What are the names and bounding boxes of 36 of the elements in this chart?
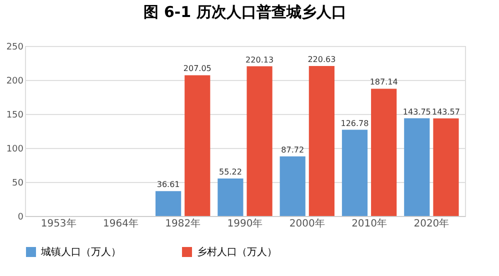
y-tick-label: 250: [6, 42, 24, 52]
data-label: 220.63: [308, 54, 336, 64]
x-tick-label: 2010年: [352, 218, 388, 230]
bar: [218, 178, 244, 216]
x-tick-label: 1990年: [227, 218, 263, 230]
x-tick-label: 2020年: [414, 218, 450, 230]
legend-label: 乡村人口（万人）: [197, 246, 277, 258]
y-tick-label: 150: [6, 110, 24, 120]
x-tick-label: 1964年: [102, 218, 138, 230]
y-tick-label: 200: [6, 76, 24, 86]
data-label: 126.78: [340, 118, 369, 128]
bar: [184, 75, 210, 216]
data-label: 143.57: [432, 107, 460, 116]
bar: [404, 118, 430, 216]
bar: [342, 130, 368, 216]
bar: [280, 156, 306, 216]
x-tick-label: 2000年: [289, 218, 325, 230]
data-label: 220.13: [246, 55, 274, 64]
x-tick-label: 1982年: [165, 218, 201, 230]
bar: [308, 66, 334, 216]
y-tick-label: 100: [6, 144, 24, 154]
legend-label: 城镇人口（万人）: [40, 246, 121, 258]
data-label: 55.22: [219, 167, 242, 176]
bar: [371, 88, 397, 216]
y-tick-label: 50: [12, 178, 24, 188]
y-tick-label: 0: [18, 212, 24, 222]
bar: [156, 191, 182, 216]
bar: [433, 118, 459, 216]
bar: [246, 66, 272, 216]
data-label: 36.61: [156, 180, 180, 190]
data-label: 87.72: [281, 145, 304, 154]
data-label: 143.75: [402, 107, 431, 116]
x-tick-label: 1953年: [40, 218, 76, 230]
data-label: 207.05: [183, 64, 212, 74]
chart-title: 图 6-1 历次人口普查城乡人口: [144, 3, 346, 21]
data-label: 187.14: [370, 78, 398, 87]
